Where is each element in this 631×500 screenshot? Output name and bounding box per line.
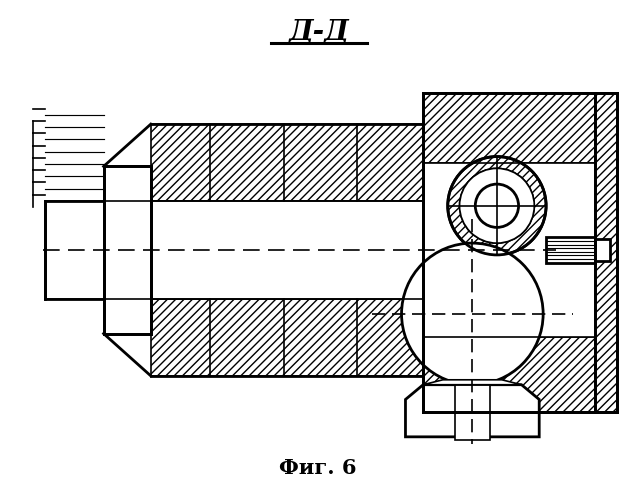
Bar [595,239,610,261]
Bar [103,299,151,334]
Bar [546,237,595,263]
Bar [423,336,595,412]
Polygon shape [151,124,423,201]
Bar [423,164,595,336]
Bar [45,201,103,299]
Circle shape [401,243,543,384]
Circle shape [459,168,534,243]
Polygon shape [455,384,490,440]
Bar [595,92,617,412]
Polygon shape [151,299,423,376]
Bar [151,201,423,299]
Bar [423,92,595,164]
Text: Фиг. 6: Фиг. 6 [279,458,357,478]
Circle shape [448,156,546,255]
Bar [103,166,151,334]
Polygon shape [423,380,521,384]
Bar [103,166,151,201]
Polygon shape [406,384,540,437]
Text: Д-Д: Д-Д [288,18,348,45]
Circle shape [475,184,519,228]
Circle shape [459,168,534,243]
